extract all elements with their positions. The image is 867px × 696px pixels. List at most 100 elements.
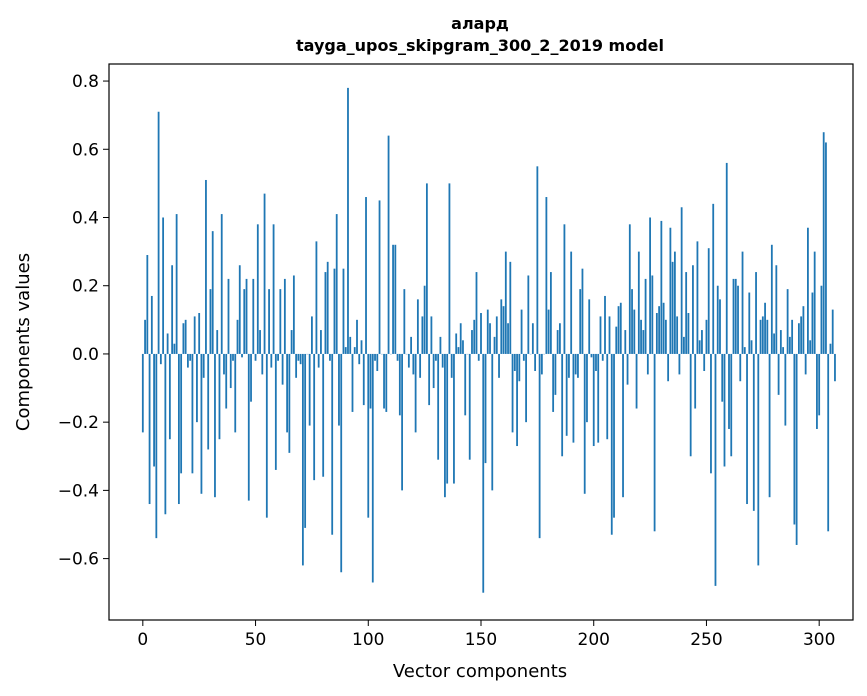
bar [610, 353, 613, 535]
bar [259, 330, 261, 354]
bar [184, 319, 187, 354]
bar [177, 353, 180, 505]
bar [401, 353, 403, 491]
bar [818, 353, 821, 416]
bar [301, 353, 304, 566]
bar [223, 353, 225, 375]
bar [150, 295, 153, 354]
bar [342, 268, 345, 354]
bar [811, 292, 814, 354]
bar [407, 353, 410, 368]
bar [283, 278, 286, 354]
bar [761, 316, 764, 354]
bar [746, 353, 748, 505]
bar [777, 353, 780, 395]
bar [198, 313, 201, 354]
bar [755, 272, 757, 354]
bar [624, 330, 627, 354]
bar [669, 227, 672, 354]
bar [292, 275, 295, 354]
bar [538, 353, 541, 539]
bar [522, 353, 525, 361]
bar [261, 353, 264, 375]
bar [498, 353, 500, 378]
bar [229, 353, 232, 389]
bar [324, 272, 327, 354]
bar [631, 289, 633, 354]
bar [349, 336, 352, 354]
bar [568, 353, 570, 378]
bar [272, 224, 275, 354]
x-axis-ticks: 0 50 100 150 200 250 300 [137, 620, 835, 650]
bar [633, 309, 636, 354]
bar [791, 319, 794, 354]
bar [159, 353, 162, 365]
bar [211, 231, 214, 354]
bar [387, 135, 390, 354]
bar [635, 353, 638, 409]
bar [795, 353, 798, 545]
bar [592, 353, 595, 447]
bar [243, 289, 246, 354]
bar [685, 272, 688, 354]
bar [270, 353, 273, 368]
bar [329, 353, 331, 361]
bar [581, 268, 584, 354]
bar [268, 289, 270, 354]
bar [827, 353, 830, 532]
bar [448, 183, 451, 354]
bar [455, 333, 458, 354]
bar [507, 323, 509, 354]
bar [299, 353, 302, 365]
bar [692, 265, 694, 354]
bar [423, 285, 426, 354]
y-tick-label: 0.0 [72, 345, 99, 365]
bar [378, 200, 381, 354]
bar [759, 319, 762, 354]
bar [545, 197, 548, 354]
bar [322, 353, 325, 477]
bar [673, 251, 676, 354]
bar [218, 353, 221, 440]
bar [288, 353, 291, 453]
bar [484, 353, 487, 464]
bar [290, 330, 293, 354]
bar [353, 347, 356, 354]
bar [331, 353, 334, 535]
bar [752, 353, 755, 511]
bar [658, 306, 661, 354]
bar [428, 353, 431, 406]
bar [435, 353, 437, 361]
bar [547, 309, 550, 354]
bar [518, 353, 521, 382]
bar [416, 299, 419, 354]
bar [680, 207, 683, 354]
bar [820, 285, 823, 354]
plot-frame [108, 63, 854, 621]
bar [482, 353, 485, 593]
bar [241, 353, 243, 358]
bar [191, 353, 194, 474]
bar [583, 353, 586, 494]
bar [764, 302, 766, 354]
bar [534, 353, 537, 371]
bar [193, 316, 196, 354]
bar [311, 316, 313, 354]
bar [376, 353, 379, 371]
bar-series [141, 87, 836, 593]
bar [595, 353, 597, 371]
bar [274, 353, 277, 470]
bar [703, 353, 706, 371]
bar [628, 224, 631, 354]
bar [748, 292, 751, 354]
bar [653, 353, 656, 532]
x-tick-label: 100 [352, 630, 384, 650]
bar [725, 162, 728, 354]
bar [281, 353, 284, 385]
chart-title-line2: tayga_upos_skipgram_300_2_2019 model [296, 36, 664, 55]
bar [480, 313, 482, 354]
bar [419, 353, 422, 378]
bar [410, 336, 413, 354]
bar [531, 323, 534, 354]
bar [444, 353, 446, 498]
